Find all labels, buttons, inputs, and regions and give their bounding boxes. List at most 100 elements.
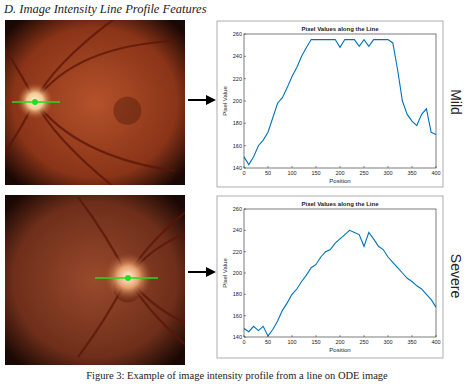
severity-label: Severe (448, 254, 464, 299)
chart: 0501001502002503003504001401601802002202… (217, 21, 464, 187)
x-tick-label: 250 (359, 170, 368, 176)
x-tick (292, 335, 293, 337)
y-tick-label: 200 (233, 270, 242, 276)
x-tick-label: 100 (287, 170, 296, 176)
y-axis-label: Pixel Value (222, 86, 228, 116)
y-tick-label: 260 (233, 31, 242, 37)
x-tick (268, 166, 269, 168)
y-tick-label: 160 (233, 143, 242, 149)
y-tick-label: 200 (233, 98, 242, 104)
x-tick (244, 335, 245, 337)
x-tick-label: 300 (383, 170, 392, 176)
y-tick-label: 180 (233, 291, 242, 297)
x-tick (436, 166, 437, 168)
x-tick (388, 166, 389, 168)
x-tick-label: 400 (431, 339, 440, 345)
x-tick-label: 350 (407, 339, 416, 345)
fundus-bg (5, 20, 185, 185)
fundus-image (5, 195, 185, 365)
x-tick (316, 166, 317, 168)
x-tick (244, 166, 245, 168)
axes-box (244, 34, 436, 168)
y-tick (244, 337, 246, 338)
optic-disc (104, 253, 152, 301)
profile-center (32, 99, 38, 105)
y-tick-label: 160 (233, 313, 242, 319)
x-tick-label: 350 (407, 170, 416, 176)
x-tick-label: 300 (383, 339, 392, 345)
y-tick-label: 220 (233, 249, 242, 255)
vessel (35, 20, 125, 101)
arrow (188, 271, 208, 273)
x-tick-label: 150 (311, 170, 320, 176)
chart-title: Pixel Values along the Line (301, 201, 379, 207)
x-tick-label: 150 (311, 339, 320, 345)
y-tick-label: 140 (233, 334, 242, 340)
plot-area (244, 230, 436, 336)
y-tick-label: 240 (233, 53, 242, 59)
figure: D. Image Intensity Line Profile Features… (0, 0, 474, 384)
optic-disc (17, 83, 53, 119)
x-tick (316, 335, 317, 337)
axes-box (244, 209, 436, 337)
vessel (35, 101, 125, 185)
x-tick-label: 200 (335, 170, 344, 176)
y-tick (244, 101, 246, 102)
y-tick-label: 140 (233, 165, 242, 171)
y-tick (244, 123, 246, 124)
severity-label: Mild (448, 89, 464, 115)
x-tick-label: 50 (265, 339, 271, 345)
x-tick (412, 335, 413, 337)
y-tick (244, 168, 246, 169)
chart-frame (217, 196, 443, 358)
y-tick-label: 240 (233, 227, 242, 233)
profile-center (125, 275, 131, 281)
y-axis-label: Pixel Value (222, 258, 228, 288)
chart-frame (217, 21, 443, 187)
caption: Figure 3: Example of image intensity pro… (86, 370, 388, 381)
chart-title: Pixel Values along the Line (301, 26, 379, 32)
x-tick-label: 200 (335, 339, 344, 345)
x-tick-label: 0 (242, 339, 245, 345)
y-tick (244, 251, 246, 252)
x-tick (340, 335, 341, 337)
x-tick (388, 335, 389, 337)
x-tick-label: 0 (242, 170, 245, 176)
y-tick (244, 34, 246, 35)
arrow (188, 99, 208, 101)
heading: D. Image Intensity Line Profile Features (3, 2, 207, 16)
vessel (35, 101, 175, 171)
arrow-head (206, 267, 216, 277)
chart: 0 50 100 150 200 250 300 350 400 140 160 180 200 220 2… (217, 196, 464, 358)
profile-line (244, 40, 436, 165)
fundus-image (5, 20, 185, 185)
y-tick-label: 180 (233, 120, 242, 126)
x-tick-label: 100 (287, 339, 296, 345)
y-tick (244, 294, 246, 295)
macula (113, 97, 141, 125)
y-tick (244, 273, 246, 274)
x-tick-label: 50 (265, 170, 271, 176)
x-tick (436, 335, 437, 337)
x-tick (340, 166, 341, 168)
x-axis-label: Position (329, 347, 350, 353)
y-tick (244, 230, 246, 231)
x-tick (268, 335, 269, 337)
profile-line (244, 230, 436, 336)
arrow-head (206, 95, 216, 105)
y-tick (244, 145, 246, 146)
y-tick (244, 315, 246, 316)
x-tick-label: 400 (431, 170, 440, 176)
y-tick-label: 260 (233, 206, 242, 212)
x-tick-label: 250 (359, 339, 368, 345)
x-axis-label: Position (329, 178, 350, 184)
x-tick (364, 335, 365, 337)
x-tick (292, 166, 293, 168)
fundus-bg (5, 195, 185, 365)
x-tick (364, 166, 365, 168)
y-tick (244, 209, 246, 210)
y-tick (244, 78, 246, 79)
plot-area (244, 40, 436, 165)
y-tick (244, 56, 246, 57)
x-tick (412, 166, 413, 168)
